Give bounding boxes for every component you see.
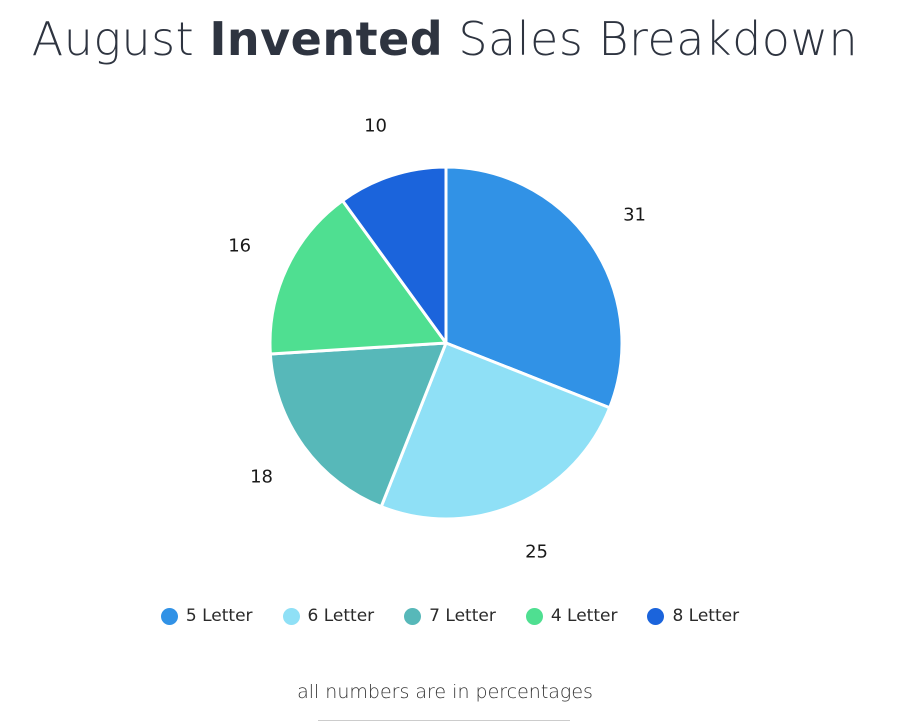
data-label-6-letter: 25	[525, 542, 548, 563]
chart-legend: 5 Letter 6 Letter 7 Letter 4 Letter 8 Letter	[0, 606, 900, 626]
legend-label: 8 Letter	[672, 606, 740, 626]
legend-item-5-letter[interactable]: 5 Letter	[160, 606, 253, 626]
legend-swatch-icon	[647, 607, 665, 625]
legend-swatch-icon	[160, 607, 178, 625]
pie-slice-7-letter[interactable]	[268, 341, 448, 509]
data-label-8-letter: 10	[364, 116, 387, 137]
legend-label: 7 Letter	[429, 606, 496, 626]
legend-swatch-icon	[404, 607, 422, 625]
legend-item-7-letter[interactable]: 7 Letter	[404, 606, 496, 626]
title-post: Sales Breakdown	[443, 12, 859, 66]
title-pre: August	[31, 12, 210, 66]
pie-slices	[268, 165, 624, 521]
legend-item-4-letter[interactable]: 4 Letter	[525, 606, 618, 626]
pie-slice-4-letter[interactable]	[268, 199, 448, 356]
legend-item-8-letter[interactable]: 8 Letter	[647, 606, 739, 626]
pie-data-labels: 31 25 18 16 10	[228, 116, 646, 563]
pie-slice-5-letter[interactable]	[444, 165, 624, 410]
chart-note: all numbers are in percentages	[297, 681, 593, 703]
legend-label: 6 Letter	[307, 606, 375, 626]
chart-title: August Invented Sales Breakdown	[0, 12, 890, 66]
data-label-5-letter: 31	[623, 204, 646, 225]
title-bold: Invented	[209, 12, 444, 66]
legend-label: 5 Letter	[185, 606, 253, 626]
legend-item-6-letter[interactable]: 6 Letter	[282, 606, 375, 626]
data-label-4-letter: 16	[228, 235, 251, 256]
legend-swatch-icon	[525, 607, 543, 625]
pie-slice-6-letter[interactable]	[379, 341, 612, 521]
legend-label: 4 Letter	[550, 606, 618, 626]
pie-slice-8-letter[interactable]	[341, 165, 448, 345]
data-label-7-letter: 18	[250, 467, 273, 488]
legend-swatch-icon	[282, 607, 300, 625]
note-underline	[318, 720, 570, 721]
